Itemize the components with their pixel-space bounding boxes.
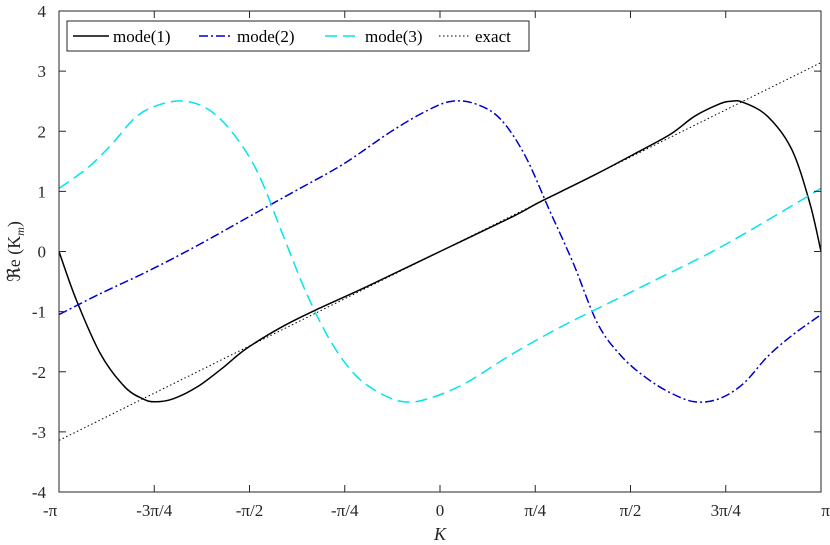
series-line-mode-2 <box>58 100 822 403</box>
y-tick-label: 2 <box>38 122 47 141</box>
y-tick-label: -1 <box>32 303 46 322</box>
y-axis-label-main: ℜe (K <box>4 236 25 282</box>
y-tick-label: -3 <box>32 423 46 442</box>
x-tick-label: -π/4 <box>331 501 359 520</box>
x-tick-label: π <box>821 501 830 520</box>
y-axis-label: ℜe (Km) <box>4 221 27 282</box>
y-axis-label-sub: m <box>13 227 27 236</box>
y-axis-label-close: ) <box>4 221 25 227</box>
series-line-exact <box>58 62 822 441</box>
tick-layer <box>58 10 822 493</box>
legend-label: mode(1) <box>113 27 171 46</box>
y-tick-label: -2 <box>32 363 46 382</box>
y-tick-label: 4 <box>38 2 47 21</box>
y-tick-label: 1 <box>38 182 47 201</box>
legend-label: mode(3) <box>365 27 423 46</box>
x-tick-label: 3π/4 <box>711 501 742 520</box>
x-axis-label: K <box>433 524 447 544</box>
series-line-mode-3 <box>58 100 822 403</box>
y-tick-label: 0 <box>38 243 47 262</box>
x-tick-label: -π <box>43 501 58 520</box>
legend-label: exact <box>475 27 511 46</box>
tick-label-layer: -π -3π/4 -π/2 -π/4 0 π/4 π/2 3π/4 π -4 -3 -2 -1 0 1 2 3 4 <box>32 2 830 520</box>
series-line-mode-1 <box>58 100 822 403</box>
legend: mode(1) mode(2) mode(3) exact <box>66 20 530 52</box>
series-layer <box>58 62 822 441</box>
y-tick-label: 3 <box>38 62 47 81</box>
x-tick-label: π/4 <box>524 501 546 520</box>
legend-label: mode(2) <box>237 27 295 46</box>
y-tick-label: -4 <box>32 483 47 502</box>
x-tick-label: -π/2 <box>236 501 263 520</box>
x-tick-label: 0 <box>436 501 445 520</box>
x-tick-label: -3π/4 <box>136 501 172 520</box>
x-tick-label: π/2 <box>620 501 642 520</box>
